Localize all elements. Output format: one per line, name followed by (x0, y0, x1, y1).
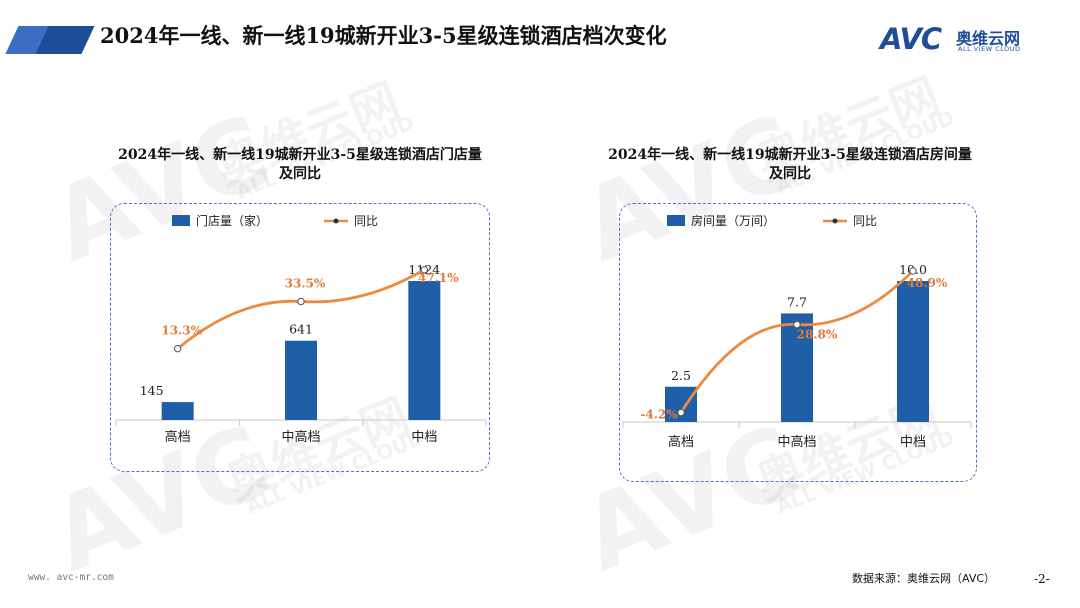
yoy-value-label: -4.2% (640, 408, 678, 422)
chart-1-title: 2024年一线、新一线19城新开业3-5星级连锁酒店门店量 及同比 (90, 146, 510, 184)
bar-2 (285, 340, 317, 420)
bar-value-label: 145 (140, 383, 164, 398)
yoy-point-2 (297, 297, 305, 306)
bar-value-label: 641 (289, 322, 313, 337)
legend-line-label: 同比 (354, 214, 378, 228)
legend-bar-swatch (172, 215, 190, 226)
category-label: 高档 (165, 429, 191, 445)
data-source: 数据来源：奥维云网（AVC） (852, 572, 996, 585)
bar-value-label: 7.7 (787, 294, 807, 309)
legend-line-marker (832, 218, 838, 224)
yoy-value-label: 48.9% (907, 276, 948, 290)
legend-bar-label: 房间量（万间） (691, 213, 775, 228)
page-title: 2024年一线、新一线19城新开业3-5星级连锁酒店档次变化 (100, 23, 667, 48)
yoy-point-3 (909, 267, 917, 275)
logo-name-cn: 奥维云网 (956, 29, 1021, 48)
yoy-value-label: 47.1% (418, 271, 459, 285)
legend-line-label: 同比 (853, 214, 877, 228)
avc-logo: AVC 奥维云网 ALL VIEW CLOUD (880, 22, 1055, 58)
category-label: 高档 (668, 434, 694, 450)
yoy-value-label: 13.3% (161, 324, 202, 338)
category-label: 中档 (411, 430, 437, 445)
bar-1 (161, 402, 194, 420)
bar-3 (897, 281, 929, 422)
legend-line-marker (333, 218, 339, 224)
bar-value-label: 2.5 (671, 368, 691, 383)
logo-name-en: ALL VIEW CLOUD (958, 45, 1021, 53)
chart-1-title-line-1: 2024年一线、新一线19城新开业3-5星级连锁酒店门店量 (118, 147, 482, 163)
yoy-point-1 (677, 408, 685, 417)
yoy-point-2 (793, 320, 801, 329)
chart-2-room-count: 房间量（万间）同比2.57.710.0-4.2%28.8%48.9%高档中高档中… (622, 213, 972, 450)
yoy-value-label: 33.5% (285, 277, 326, 291)
yoy-point-1 (173, 344, 182, 353)
logo-brand: AVC (880, 22, 942, 56)
chart-2-title-line-2: 及同比 (769, 166, 811, 182)
yoy-point-3 (420, 266, 429, 274)
legend-bar-swatch (667, 215, 685, 226)
bar-3 (408, 281, 441, 420)
category-label: 中高档 (777, 434, 816, 450)
chart-2-frame (619, 203, 977, 482)
chart-1-title-line-2: 及同比 (279, 166, 321, 182)
yoy-value-label: 28.8% (797, 328, 838, 342)
legend-bar-label: 门店量（家） (196, 213, 268, 228)
chart-2-title-line-1: 2024年一线、新一线19城新开业3-5星级连锁酒店房间量 (608, 147, 972, 163)
bar-2 (781, 313, 813, 422)
chart-2-title: 2024年一线、新一线19城新开业3-5星级连锁酒店房间量 及同比 (580, 146, 1000, 184)
chart-1-frame (110, 203, 490, 472)
page-number: -2- (1034, 572, 1050, 586)
footer-url: www. avc-mr.com (28, 572, 114, 583)
category-label: 中档 (900, 435, 926, 450)
category-label: 中高档 (281, 429, 320, 445)
